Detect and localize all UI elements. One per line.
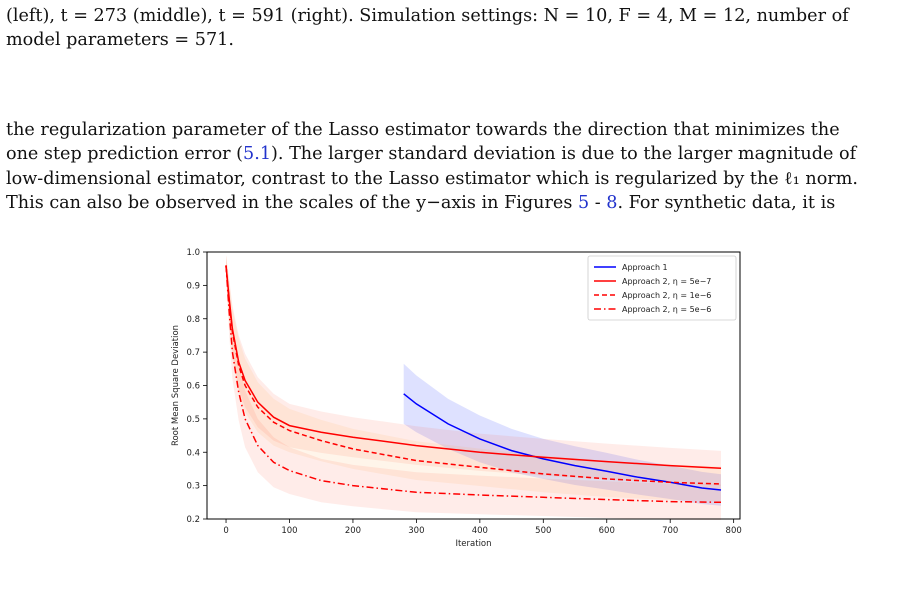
paragraph-text: . For synthetic data, it is [617,193,836,214]
equation-ref-link[interactable]: 5.1 [243,144,272,165]
rmsd-chart: 0 100 200 300 400 500 600 700 800 0.20.30.40.50.… [171,248,742,549]
caption-line-2: model parameters = 571. [6,30,234,51]
figure-ref-link[interactable]: 8 [606,193,618,214]
x-tick-label: 100 [281,526,297,536]
paragraph-text: This can also be observed in the scales … [6,193,578,214]
series-line-1 [403,393,722,491]
caption-line-1: (left), t = 273 (middle), t = 591 (right… [6,6,849,26]
legend-label: Approach 2, η = 1e−6 [622,291,711,300]
series-lines [225,265,722,504]
x-tick-label: 0 [223,526,228,536]
x-tick-label: 500 [535,526,551,536]
paragraph-text: one step prediction error ( [6,144,244,165]
x-tick-label: 300 [408,526,424,536]
series-band-1 [403,363,721,506]
x-tick-label: 600 [599,526,615,536]
paragraph-line-4: This can also be observed in the scales … [6,191,917,215]
paragraph-text: ). The larger standard deviation is due … [271,144,857,165]
x-tick-label: 400 [472,526,488,536]
y-axis-label: Root Mean Square Deviation [171,325,181,446]
x-tick-label: 200 [345,526,361,536]
series-line-4 [225,265,722,504]
y-tick-label: 1.0 [186,248,200,258]
series-line-3 [225,265,722,485]
x-axis-label: Iteration [455,539,491,549]
y-tick-label: 0.7 [186,348,200,358]
paragraph-line-2: one step prediction error (5.1). The lar… [6,142,917,166]
x-tick-label: 800 [726,526,742,536]
y-tick-label: 0.2 [186,515,200,525]
y-axis-ticks: 0.2 0.3 0.4 0.5 0.6 0.7 0.8 0.9 1.0 [186,248,207,525]
y-tick-label: 0.8 [186,315,200,325]
legend-label: Approach 2, η = 5e−6 [622,305,711,314]
x-tick-label: 700 [662,526,678,536]
paragraph-line-1: the regularization parameter of the Lass… [6,120,840,140]
figure-ref-link[interactable]: 5 [577,193,590,214]
paragraph-text: - [589,193,607,214]
legend-label: Approach 2, η = 5e−7 [622,277,711,286]
legend-label: Approach 1 [622,263,668,272]
series-band-3 [226,255,721,502]
body-paragraph: the regularization parameter of the Lass… [6,118,917,216]
caption-continuation: (left), t = 273 (middle), t = 591 (right… [6,4,917,53]
y-tick-label: 0.6 [186,382,200,392]
confidence-bands [226,255,721,521]
series-band-4 [226,255,721,521]
y-tick-label: 0.5 [186,415,200,425]
y-tick-label: 0.9 [186,281,200,291]
y-tick-label: 0.3 [186,482,200,492]
legend: Approach 1 Approach 2, η = 5e−7 Approach 2… [587,255,737,321]
y-tick-label: 0.4 [186,448,200,458]
paragraph-line-3: low-dimensional estimator, contrast to t… [6,168,858,189]
x-axis-ticks: 0 100 200 300 400 500 600 700 800 [223,519,742,536]
series-band-2 [226,255,721,486]
legend-box [587,255,737,321]
